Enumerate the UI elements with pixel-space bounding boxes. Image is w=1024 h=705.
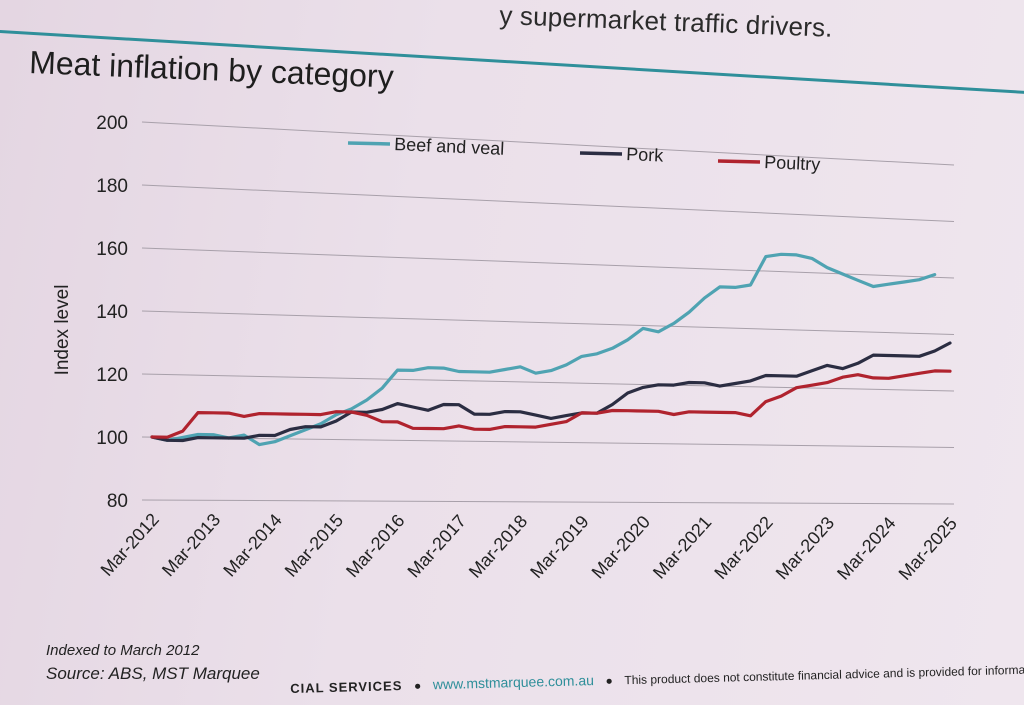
legend-label: Pork [626, 144, 665, 166]
x-tick-label: Mar-2022 [710, 512, 776, 583]
x-tick-label: Mar-2012 [97, 509, 163, 580]
x-tick-label: Mar-2014 [219, 510, 285, 581]
y-axis-label: Index level [52, 285, 73, 376]
y-tick-label: 200 [96, 113, 128, 134]
x-tick-label: Mar-2019 [526, 511, 592, 582]
legend-swatch [717, 159, 761, 164]
footnote: Indexed to March 2012 [46, 642, 200, 659]
legend-label: Poultry [764, 152, 821, 174]
gridline [141, 184, 955, 222]
company-name: CIAL SERVICES [290, 678, 403, 696]
x-tick-label: Mar-2023 [772, 513, 838, 584]
series-line-beef-and-veal [150, 252, 937, 447]
x-tick-label: Mar-2015 [281, 510, 347, 581]
x-tick-label: Mar-2020 [588, 512, 654, 583]
x-tick-labels: Mar-2012Mar-2013Mar-2014Mar-2015Mar-2016… [97, 509, 961, 584]
series-line-poultry [150, 369, 952, 439]
y-tick-label: 180 [96, 176, 128, 197]
y-tick-label: 160 [96, 239, 128, 260]
x-tick-label: Mar-2025 [895, 513, 961, 584]
x-tick-label: Mar-2016 [342, 511, 408, 582]
x-tick-label: Mar-2024 [833, 513, 899, 584]
y-tick-label: 100 [96, 428, 128, 449]
source-note: Source: ABS, MST Marquee [46, 664, 260, 683]
legend-swatch [347, 141, 391, 146]
bullet-separator: ● [413, 678, 422, 693]
x-tick-label: Mar-2018 [465, 511, 531, 582]
gridline [141, 373, 955, 392]
gridline [141, 499, 955, 505]
legend-label: Beef and veal [394, 134, 505, 159]
y-tick-label: 120 [96, 365, 128, 386]
y-tick-label: 140 [96, 302, 128, 323]
series-line-pork [150, 341, 952, 443]
y-tick-label: 80 [107, 491, 128, 512]
gridline [141, 436, 955, 448]
gridline [141, 121, 955, 166]
y-tick-labels: 80 100 120 140 160 180 200 [96, 113, 128, 512]
x-tick-label: Mar-2021 [649, 512, 715, 583]
x-tick-label: Mar-2017 [403, 511, 469, 582]
x-tick-label: Mar-2013 [158, 510, 224, 581]
series-lines [150, 252, 952, 447]
gridline [141, 310, 955, 335]
gridlines [141, 121, 955, 505]
gridline [141, 247, 955, 279]
legend: Beef and veal Pork Poultry [347, 134, 821, 174]
bullet-separator: ● [605, 673, 613, 688]
legend-swatch [579, 151, 623, 156]
